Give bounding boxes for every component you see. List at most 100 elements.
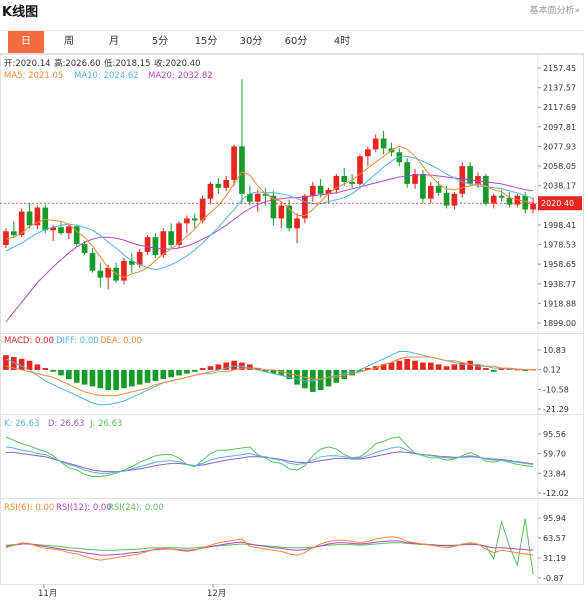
candle-body [3, 231, 9, 246]
macd-bar [522, 369, 529, 371]
candle-body [309, 185, 316, 196]
candle-body [26, 211, 33, 226]
tab-1[interactable]: 周 [64, 36, 74, 47]
macd-axis-tick-label: -10.58 [543, 385, 569, 394]
macd-legend: DIFF: 0.00 [56, 336, 99, 346]
macd-bar [246, 364, 253, 370]
macd-bar [73, 369, 80, 383]
candle-body [136, 251, 143, 265]
ma-legend: MA10: 2024.62 [74, 71, 139, 81]
candle-body [365, 149, 371, 157]
candle-body [294, 218, 300, 229]
candle-body [128, 260, 135, 265]
candle-body [34, 207, 41, 226]
tab-0[interactable]: 日 [8, 31, 44, 53]
macd-bar [294, 369, 300, 385]
macd-bar [435, 364, 442, 370]
macd-bar [50, 369, 56, 372]
rsi-axis-tick-label: -0.87 [543, 574, 564, 583]
macd-bar [231, 360, 237, 370]
macd-bar [270, 369, 277, 374]
macd-bar [191, 369, 198, 372]
macd-bar [105, 369, 112, 391]
rsi24-line [5, 518, 534, 575]
candle-body [66, 226, 72, 234]
candle-body [349, 181, 355, 184]
macd-bar [160, 369, 167, 380]
candle-body [105, 267, 112, 278]
price-axis-tick-label: 1899.00 [543, 319, 576, 328]
candle-body [459, 166, 466, 194]
price-axis-tick-label: 1918.88 [543, 299, 576, 308]
candle-body [278, 205, 285, 219]
macd-bar [341, 369, 348, 380]
ohlc-legend: 开:2020.14 [4, 59, 51, 69]
macd-bar [427, 362, 434, 370]
candle-body [121, 260, 127, 281]
macd-bar [404, 358, 411, 370]
macd-bar [459, 362, 466, 370]
candle-body [333, 175, 340, 190]
tab-3[interactable]: 5分 [151, 36, 169, 47]
rsi-legend: RSI(12): 0.00 [56, 503, 112, 513]
candle-body [325, 189, 332, 194]
d-line [5, 451, 534, 473]
candle-body [18, 211, 25, 236]
dea-line [5, 356, 534, 397]
price-axis-tick-label: 2137.57 [543, 84, 576, 93]
macd-bar [128, 369, 135, 387]
macd-bar [365, 368, 371, 370]
tab-4[interactable]: 15分 [194, 36, 218, 47]
macd-legend: MACD: 0.00 [4, 336, 54, 346]
macd-bar [215, 364, 222, 370]
rsi-legend: RSI(24): 0.00 [108, 503, 164, 513]
header-bar: K线图 基本面分析» [0, 0, 584, 22]
candle-body [73, 226, 80, 245]
tab-7[interactable]: 4时 [333, 36, 351, 47]
kdj-axis-tick-label: 23.84 [543, 469, 566, 478]
macd-bar [168, 369, 174, 378]
kdj-legend: K: 26.63 [4, 419, 39, 429]
candle-body [522, 195, 529, 210]
candle-body [475, 175, 481, 184]
tab-5[interactable]: 30分 [239, 36, 263, 47]
ma20-line [5, 174, 534, 323]
candle-body [58, 227, 64, 234]
fundamentals-link[interactable]: 基本面分析» [529, 6, 580, 16]
candle-body [152, 237, 159, 255]
kdj-legend: J: 26.63 [89, 419, 122, 429]
candle-body [246, 193, 253, 202]
candle-body [286, 205, 293, 229]
ohlc-legend: 低:2018.15 [104, 58, 151, 69]
panel-frame-2 [0, 414, 584, 499]
candle-body [184, 218, 190, 224]
candle-body [223, 179, 230, 188]
price-axis-tick-label: 2058.05 [543, 162, 576, 171]
ma-legend: MA20: 2032.82 [148, 71, 213, 81]
candle-body [498, 195, 505, 198]
macd-axis-tick-label: 0.12 [543, 366, 561, 375]
page-title: K线图 [2, 5, 39, 20]
candle-body [199, 198, 206, 221]
tab-2[interactable]: 月 [109, 36, 119, 47]
macd-bar [357, 369, 363, 372]
candle-body [396, 152, 403, 163]
period-tabs: 日 周 月 5分 15分 30分 60分 4时 [0, 30, 584, 54]
macd-bar [388, 362, 395, 370]
macd-bar [144, 369, 151, 383]
macd-bar [89, 369, 96, 387]
candle-body [341, 175, 348, 182]
macd-bar [475, 364, 481, 370]
ohlc-legend: 高:2026.60 [54, 58, 101, 69]
macd-bar [18, 358, 25, 370]
ohlc-legend: 收:2020.40 [154, 58, 201, 69]
macd-bar [10, 357, 17, 370]
candle-body [160, 231, 167, 255]
macd-legend: DEA: 0.00 [100, 336, 142, 346]
rsi6-line [5, 536, 534, 561]
candle-body [168, 231, 174, 246]
candle-body [231, 146, 237, 180]
tab-6[interactable]: 60分 [284, 36, 308, 47]
macd-bar [317, 369, 324, 391]
macd-bar [514, 369, 521, 371]
